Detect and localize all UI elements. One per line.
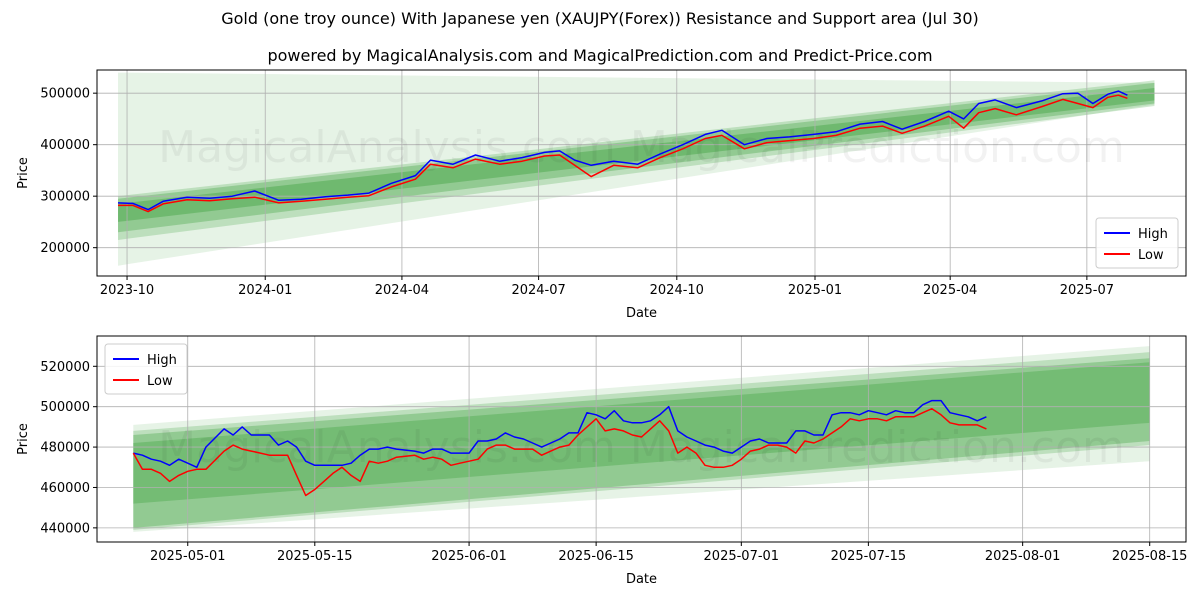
plot-2-ylabel: Price bbox=[16, 423, 31, 455]
plot-2-xtick-label-6: 2025-07-15 bbox=[831, 549, 907, 564]
plot-1-ylabel: Price bbox=[16, 157, 31, 189]
plot-2-legend-label-low: Low bbox=[147, 374, 173, 389]
plot-1-xtick-label-7: 2025-04 bbox=[923, 283, 977, 298]
plot-1-xtick-label-6: 2025-01 bbox=[788, 283, 842, 298]
plot-2: MagicalAnalysis.com MagicalPrediction.co… bbox=[16, 335, 1188, 587]
plot-2-ytick-label-3: 480000 bbox=[40, 441, 90, 456]
plot-1-xtick-label-5: 2024-10 bbox=[650, 283, 704, 298]
plot-1-watermark: MagicalAnalysis.com MagicalPrediction.co… bbox=[158, 122, 1125, 173]
plot-1-band-3 bbox=[118, 82, 1155, 233]
plot-1-band-2 bbox=[118, 80, 1155, 240]
plot-2-legend-box bbox=[104, 343, 188, 395]
plot-1-xtick-label-4: 2024-07 bbox=[511, 283, 565, 298]
plot-1-legend-label-high: High bbox=[1138, 227, 1168, 242]
plot-2-series bbox=[132, 399, 987, 497]
plot-2-ytick-label-2: 460000 bbox=[40, 481, 90, 496]
plot-2-bands bbox=[133, 346, 1150, 532]
plot-1-ytick-label-4: 500000 bbox=[40, 87, 90, 102]
plot-1-band-1 bbox=[118, 72, 1155, 266]
plot-1-ytick-label-1: 200000 bbox=[40, 241, 90, 256]
plot-1-legend: High Low bbox=[1095, 217, 1179, 269]
plot-1-xtick-label-3: 2024-04 bbox=[375, 283, 429, 298]
plot-1-xlabel: Date bbox=[626, 306, 657, 321]
plot-1-grid bbox=[97, 70, 1186, 276]
plot-2-watermark: MagicalAnalysis.com MagicalPrediction.co… bbox=[158, 422, 1125, 473]
plot-2-legend-label-high: High bbox=[147, 353, 177, 368]
chart-subtitle: powered by MagicalAnalysis.com and Magic… bbox=[267, 46, 933, 65]
plot-1-xtick-label-8: 2025-07 bbox=[1060, 283, 1114, 298]
plot-1-frame bbox=[96, 69, 1187, 277]
plot-2-grid bbox=[97, 336, 1186, 542]
plot-2-legend: High Low bbox=[104, 343, 188, 395]
plot-1-line-high bbox=[117, 90, 1128, 211]
plot-1-background bbox=[97, 70, 1186, 276]
plot-1-xtick-label-2: 2024-01 bbox=[238, 283, 292, 298]
plot-2-xtick-label-3: 2025-06-01 bbox=[431, 549, 507, 564]
chart-title: Gold (one troy ounce) With Japanese yen … bbox=[221, 9, 979, 28]
plot-1-legend-box bbox=[1095, 217, 1179, 269]
plot-2-xlabel: Date bbox=[626, 572, 657, 587]
plot-2-ytick-label-1: 440000 bbox=[40, 521, 90, 536]
plot-2-band-3 bbox=[133, 358, 1150, 528]
plot-2-band-2 bbox=[133, 352, 1150, 530]
plot-2-background bbox=[97, 336, 1186, 542]
plot-1-legend-label-low: Low bbox=[1138, 248, 1164, 263]
plot-2-ytick-label-5: 520000 bbox=[40, 360, 90, 375]
plot-2-xtick-label-4: 2025-06-15 bbox=[558, 549, 634, 564]
plot-2-band-4 bbox=[133, 362, 1150, 504]
plot-1-bands bbox=[118, 72, 1155, 266]
plot-2-frame bbox=[96, 335, 1187, 543]
plot-2-line-high bbox=[133, 399, 987, 469]
plot-1-series bbox=[117, 90, 1128, 213]
plot-1-band-4 bbox=[118, 88, 1155, 222]
plot-2-xtick-label-5: 2025-07-01 bbox=[704, 549, 780, 564]
plot-1-ytick-label-2: 300000 bbox=[40, 190, 90, 205]
plot-2-xtick-label-8: 2025-08-15 bbox=[1112, 549, 1188, 564]
plot-2-xtick-label-7: 2025-08-01 bbox=[985, 549, 1061, 564]
plot-2-band-1 bbox=[133, 346, 1150, 532]
plot-1-line-low bbox=[118, 94, 1128, 213]
plot-2-xtick-label-2: 2025-05-15 bbox=[277, 549, 353, 564]
plot-2-ytick-label-4: 500000 bbox=[40, 400, 90, 415]
plot-1-xtick-label-1: 2023-10 bbox=[100, 283, 154, 298]
plot-1: MagicalAnalysis.com MagicalPrediction.co… bbox=[16, 69, 1187, 321]
plot-2-xtick-label-1: 2025-05-01 bbox=[150, 549, 226, 564]
plot-1-ytick-label-3: 400000 bbox=[40, 138, 90, 153]
plot-2-line-low bbox=[132, 407, 987, 497]
